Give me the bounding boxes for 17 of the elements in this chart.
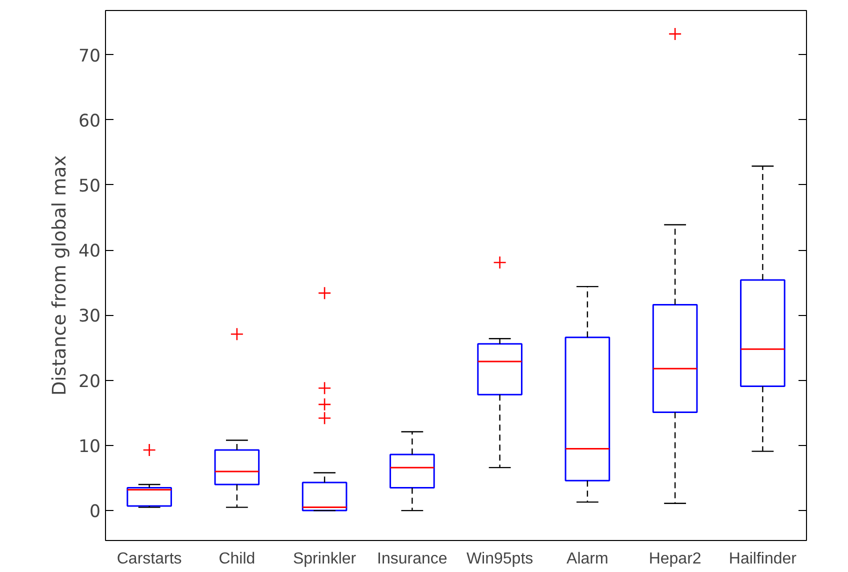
x-tick-label: Child [218, 550, 256, 568]
y-tick-label: 10 [78, 436, 101, 457]
x-tick-label: Hailfinder [728, 550, 798, 568]
y-tick-label: 60 [78, 111, 101, 132]
x-tick-label: Hepar2 [648, 550, 702, 568]
x-tick-label: Sprinkler [292, 550, 357, 568]
y-tick-label: 30 [78, 306, 101, 327]
y-tick-label: 70 [78, 46, 101, 66]
y-tick-label: 20 [78, 372, 101, 392]
x-tick-label: Win95pts [466, 550, 534, 568]
y-axis-title: Distance from global max [49, 155, 70, 396]
x-tick-label: Alarm [566, 550, 608, 568]
y-tick-label: 40 [78, 242, 101, 262]
y-tick-label: 0 [89, 502, 101, 522]
y-tick-label: 50 [78, 176, 101, 196]
x-tick-label: Insurance [377, 550, 448, 568]
x-tick-label: Carstarts [116, 550, 182, 568]
